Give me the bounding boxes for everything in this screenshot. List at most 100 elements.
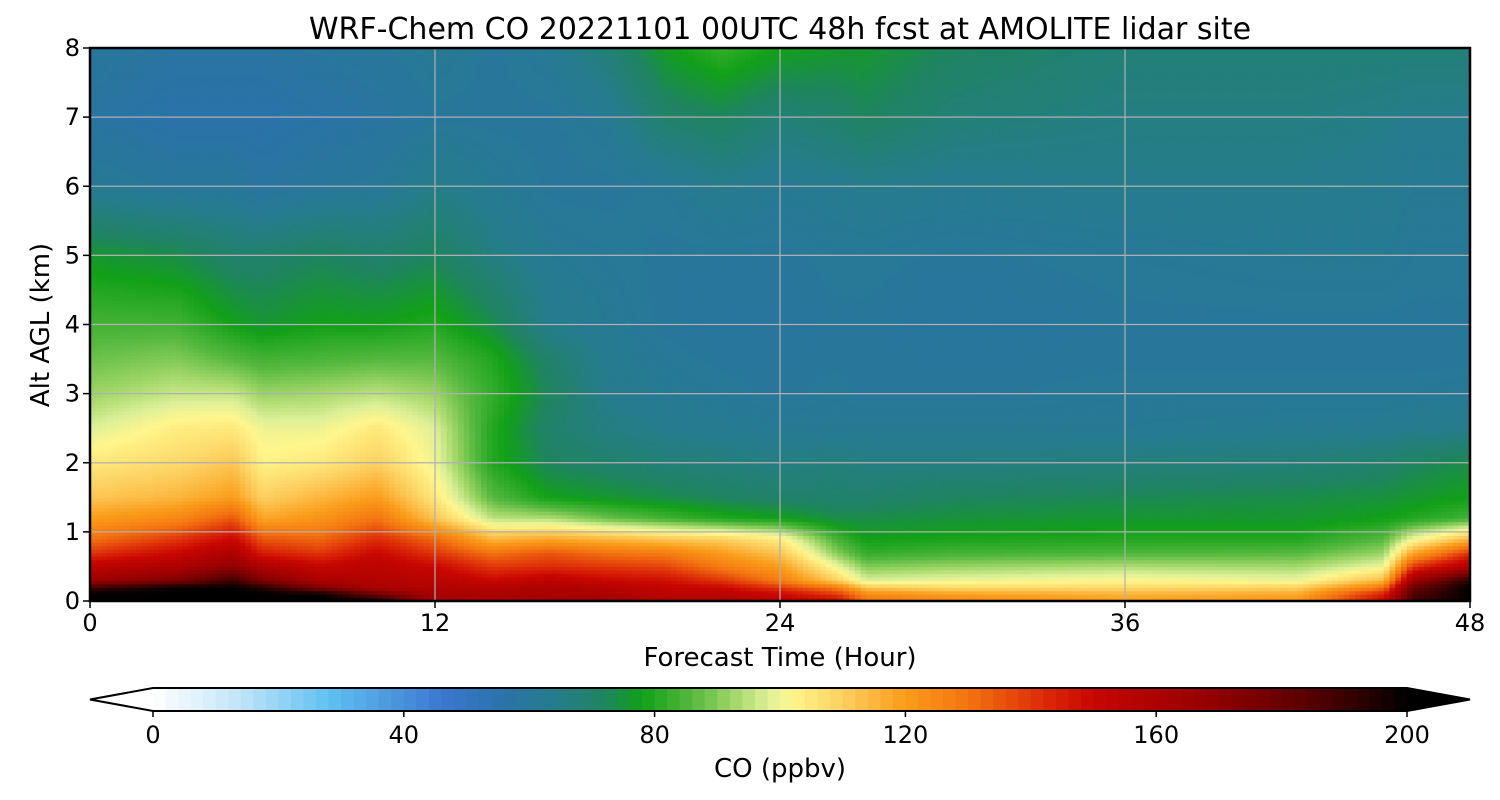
heatmap-cell (1412, 576, 1419, 581)
heatmap-cell (624, 556, 632, 561)
heatmap-cell (1435, 559, 1442, 564)
heatmap-cell (1343, 538, 1350, 543)
heatmap-cell (964, 576, 971, 581)
heatmap-cell (1240, 559, 1247, 564)
heatmap-cell (141, 528, 149, 533)
heatmap-cell (693, 538, 701, 543)
heatmap-cell (1107, 556, 1115, 561)
heatmap-cell (469, 559, 476, 564)
heatmap-cell (975, 556, 982, 561)
heatmap-cell (383, 573, 390, 578)
heatmap-cell (245, 535, 252, 540)
heatmap-cell (1125, 559, 1132, 564)
heatmap-cell (1452, 590, 1460, 595)
heatmap-cell (1153, 580, 1161, 585)
heatmap-cell (1240, 580, 1247, 585)
heatmap-cell (831, 562, 839, 568)
heatmap-cell (1130, 538, 1138, 543)
heatmap-cell (256, 528, 264, 533)
heatmap-cell (877, 545, 885, 550)
heatmap-cell (578, 545, 586, 550)
heatmap-cell (182, 580, 189, 585)
heatmap-cell (872, 538, 879, 543)
heatmap-cell (820, 552, 827, 557)
heatmap-cell (1073, 528, 1080, 533)
heatmap-cell (814, 549, 821, 554)
heatmap-cell (653, 528, 660, 533)
heatmap-cell (1447, 590, 1454, 595)
heatmap-cell (1245, 583, 1253, 588)
heatmap-cell (1148, 583, 1155, 588)
heatmap-cell (1194, 580, 1201, 585)
heatmap-cell (187, 545, 195, 550)
heatmap-cell (555, 566, 563, 571)
heatmap-cell (1004, 528, 1011, 533)
heatmap-cell (1401, 531, 1408, 536)
heatmap-cell (331, 545, 338, 550)
heatmap-cell (481, 576, 488, 581)
heatmap-cell (90, 531, 97, 536)
heatmap-cell (1130, 576, 1138, 581)
heatmap-cell (1056, 559, 1063, 564)
heatmap-cell (446, 538, 453, 543)
heatmap-cell (199, 583, 206, 588)
heatmap-cell (101, 549, 108, 554)
heatmap-cell (1056, 594, 1063, 599)
heatmap-cell (1464, 594, 1470, 599)
heatmap-cell (837, 587, 844, 592)
heatmap-cell (544, 531, 551, 536)
heatmap-cell (1389, 594, 1396, 599)
heatmap-cell (90, 594, 97, 599)
heatmap-cell (371, 566, 379, 571)
heatmap-cell (699, 590, 706, 595)
heatmap-cell (935, 535, 942, 540)
heatmap-cell (895, 531, 902, 536)
heatmap-cell (527, 569, 534, 574)
heatmap-cell (182, 542, 189, 547)
heatmap-cell (1044, 573, 1051, 578)
heatmap-cell (136, 580, 143, 585)
heatmap-cell (1130, 590, 1138, 595)
heatmap-cell (1441, 580, 1448, 585)
heatmap-cell (1337, 597, 1345, 601)
heatmap-cell (1297, 556, 1304, 561)
heatmap-cell (95, 597, 103, 601)
heatmap-cell (1050, 538, 1057, 543)
heatmap-cell (682, 597, 689, 601)
heatmap-cell (446, 580, 453, 585)
heatmap-cell (1435, 552, 1442, 557)
heatmap-cell (705, 552, 712, 557)
heatmap-cell (291, 576, 298, 581)
heatmap-cell (423, 538, 430, 543)
heatmap-cell (1136, 542, 1143, 547)
heatmap-cell (808, 559, 816, 564)
heatmap-cell (1343, 569, 1350, 574)
heatmap-cell (251, 597, 258, 601)
heatmap-cell (992, 573, 1000, 578)
heatmap-cell (1222, 576, 1230, 581)
heatmap-cell (1176, 576, 1184, 581)
heatmap-cell (1038, 556, 1046, 561)
heatmap-cell (1406, 580, 1414, 585)
heatmap-cell (607, 562, 614, 568)
heatmap-cell (394, 573, 402, 578)
heatmap-cell (515, 556, 522, 561)
heatmap-cell (1441, 573, 1448, 578)
heatmap-cell (1102, 594, 1109, 599)
heatmap-cell (400, 566, 407, 571)
heatmap-cell (964, 569, 971, 574)
heatmap-cell (837, 580, 844, 585)
heatmap-cell (964, 562, 971, 568)
heatmap-cell (992, 594, 1000, 599)
heatmap-cell (1199, 545, 1207, 550)
heatmap-cell (406, 531, 413, 536)
heatmap-cell (187, 576, 195, 581)
heatmap-cell (860, 587, 867, 592)
heatmap-cell (883, 597, 890, 601)
heatmap-cell (561, 573, 568, 578)
heatmap-cell (981, 576, 988, 581)
heatmap-cell (883, 552, 890, 557)
heatmap-cell (688, 587, 695, 592)
heatmap-cell (1119, 590, 1126, 595)
heatmap-cell (693, 580, 701, 585)
